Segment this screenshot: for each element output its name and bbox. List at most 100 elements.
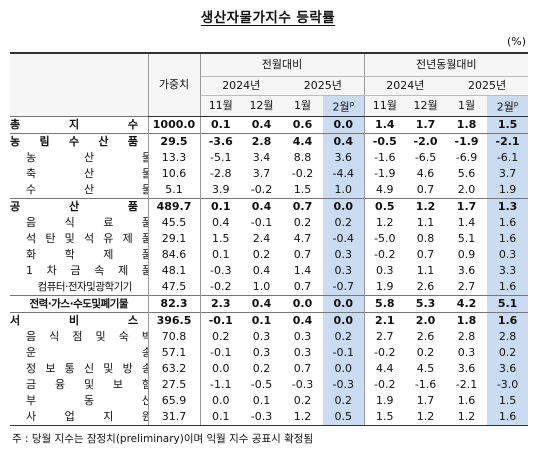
row-weight: 48.1	[148, 263, 201, 279]
mom-value: -3.6	[200, 133, 241, 150]
yoy-value: 1.9	[363, 393, 406, 409]
row-weight: 31.7	[148, 409, 201, 426]
yoy-value: 5.1	[487, 295, 529, 313]
yoy-value: 2.7	[363, 329, 406, 345]
mom-value: 0.1	[212, 248, 230, 261]
mom-value: 0.0	[323, 198, 365, 215]
mom-value: -0.3	[323, 377, 365, 393]
yoy-value: 1.7	[446, 198, 488, 215]
yoy-value: 1.6	[487, 215, 529, 231]
header-mom: 전월대비	[200, 52, 365, 77]
header-category	[10, 52, 148, 117]
mom-value: 0.2	[252, 362, 271, 375]
table-row: 1 차 금 속 제 품 48.1 -0.3 0.4 1.4 0.3 0.3 1.1 3.6 3.3	[10, 263, 529, 279]
mom-value: 0.4	[241, 116, 282, 134]
yoy-value: -1.6	[414, 378, 437, 391]
mom-value: 0.0	[212, 362, 230, 375]
mom-value: -0.5	[250, 378, 273, 391]
mom-value: 3.9	[212, 183, 230, 196]
mom-value: 0.4	[252, 264, 271, 277]
mom-value: 2.3	[200, 295, 241, 313]
yoy-value: -2.1	[487, 133, 529, 150]
yoy-value: -2.0	[405, 133, 447, 150]
yoy-value: 1.6	[487, 312, 529, 329]
yoy-value: 1.2	[405, 409, 447, 426]
table-row: 서 비 스 396.5 -0.1 0.1 0.4 0.0 2.1 2.0 1.8 1.6	[10, 312, 529, 329]
yoy-value: 2.7	[457, 280, 476, 293]
yoy-value: -5.0	[363, 231, 406, 247]
yoy-value: 1.1	[416, 216, 435, 229]
table-row: 운 송 57.1 -0.1 0.3 0.3 -0.1 -0.2 0.2 0.3 0.2	[10, 345, 529, 361]
table-row: 공 산 품 489.7 0.1 0.4 0.7 0.0 0.5 1.2 1.7 1.3	[10, 198, 529, 215]
mom-value: 0.1	[241, 312, 282, 329]
yoy-value: 5.3	[405, 295, 447, 313]
row-label: 전력·가스·수도및폐기물	[10, 295, 149, 313]
row-weight: 13.3	[148, 150, 201, 166]
yoy-value: 2.0	[457, 183, 476, 196]
table-row: 컴퓨터·전자및광학기기 47.5 -0.2 1.0 0.7 -0.7 1.9 2.6 2.7 1.…	[10, 279, 529, 296]
table-row: 정 보 통 신 및 방 송 63.2 0.0 0.2 0.7 0.0 4.4 4.5 3.6 3.6	[10, 361, 529, 377]
yoy-value: 4.6	[416, 167, 435, 180]
mom-value: 3.4	[252, 151, 271, 164]
yoy-value: 1.6	[487, 279, 529, 296]
mom-value: 0.2	[323, 215, 365, 231]
yoy-value: 2.8	[457, 330, 476, 343]
page-title: 생산자물가지수 등락률	[200, 10, 336, 26]
yoy-value: 0.7	[416, 248, 435, 261]
mom-value: 0.2	[293, 216, 312, 229]
table-row: 총 지 수 1000.0 0.1 0.4 0.6 0.0 1.4 1.7 1.8 1.5	[10, 116, 529, 134]
yoy-value: 1.6	[457, 394, 476, 407]
yoy-value: 5.8	[363, 295, 406, 313]
mom-value: 0.4	[323, 133, 365, 150]
yoy-value: -1.6	[363, 150, 406, 166]
row-weight: 1000.0	[148, 116, 201, 134]
mom-value: 0.4	[212, 216, 230, 229]
mom-value: 0.5	[323, 409, 365, 426]
table-row: 사업지원31.70.1-0.31.20.51.51.21.21.6	[10, 409, 529, 426]
yoy-value: -2.1	[455, 378, 478, 391]
yoy-value: 1.7	[416, 394, 435, 407]
mom-value: -4.4	[323, 166, 365, 182]
header-yoy-2024: 2024년	[363, 76, 447, 96]
row-weight: 45.5	[148, 215, 201, 231]
yoy-value: 1.4	[363, 116, 406, 134]
yoy-value: -6.5	[414, 151, 437, 164]
row-label: 수산물	[10, 182, 149, 199]
row-weight: 5.1	[148, 182, 201, 199]
table-row: 부 동 산 65.9 0.0 0.1 0.2 0.2 1.9 1.7 1.6 1.5	[10, 393, 529, 409]
mom-value: 0.3	[323, 247, 365, 263]
row-weight: 27.5	[148, 377, 201, 393]
header-mom-m3: 1월	[282, 95, 323, 117]
mom-value: 0.2	[323, 329, 365, 345]
yoy-value: 3.6	[457, 362, 476, 375]
yoy-value: 2.6	[416, 330, 435, 343]
mom-value: -0.3	[241, 409, 282, 426]
yoy-value: 1.2	[446, 409, 488, 426]
yoy-value: 2.1	[363, 312, 406, 329]
mom-value: 0.7	[282, 198, 323, 215]
yoy-value: 4.5	[416, 362, 435, 375]
yoy-value: 3.6	[487, 361, 529, 377]
mom-value: -0.7	[323, 279, 365, 296]
mom-value: -0.3	[291, 378, 314, 391]
row-weight: 489.7	[148, 198, 201, 215]
mom-value: 0.3	[293, 346, 312, 359]
header-mom-2024: 2024년	[200, 76, 282, 96]
yoy-value: 1.6	[487, 231, 529, 247]
mom-value: 0.0	[323, 312, 365, 329]
mom-value: 0.3	[252, 346, 271, 359]
table-row: 축 산 물 10.6 -2.8 3.7 -0.2 -4.4 -1.9 4.6 5.6 3.7	[10, 166, 529, 182]
yoy-value: 2.0	[405, 312, 447, 329]
mom-value: 0.4	[241, 198, 282, 215]
yoy-value: 0.2	[487, 345, 529, 361]
mom-value: -0.1	[200, 312, 241, 329]
yoy-value: 2.6	[416, 280, 435, 293]
yoy-value: 5.1	[457, 232, 476, 245]
table-row: 음 식 료 품 45.5 0.4 -0.1 0.2 0.2 1.2 1.1 1.4 1.6	[10, 215, 529, 231]
